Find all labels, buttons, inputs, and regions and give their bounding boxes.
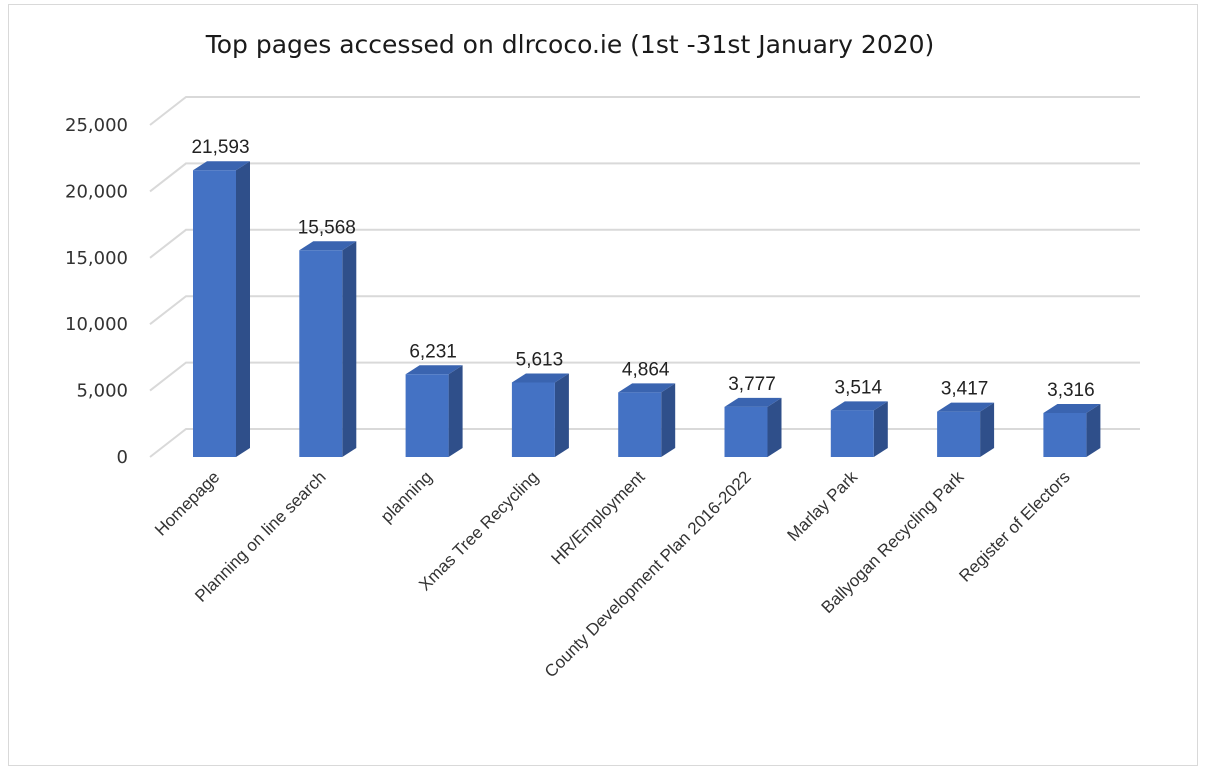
x-category-label: Xmas Tree Recycling — [415, 467, 542, 594]
bar — [193, 161, 250, 457]
x-category-label: Marlay Park — [784, 467, 862, 545]
gridline — [149, 428, 1140, 458]
gridline — [149, 361, 1140, 392]
data-label: 3,514 — [835, 377, 883, 398]
data-label: 5,613 — [516, 349, 564, 370]
gridlines — [149, 96, 1140, 458]
bar — [405, 365, 463, 457]
x-category-label: County Development Plan 2016-2022 — [541, 467, 755, 681]
x-category-label: planning — [377, 467, 436, 526]
chart-title: Top pages accessed on dlrcoco.ie (1st -3… — [205, 30, 935, 59]
data-label: 3,777 — [728, 374, 776, 395]
data-label: 15,568 — [298, 217, 356, 238]
data-label: 3,316 — [1047, 380, 1095, 401]
y-tick-label: 25,000 — [65, 115, 128, 136]
x-category-label: Register of Electors — [955, 467, 1073, 585]
y-tick-label: 15,000 — [65, 248, 128, 269]
data-labels: 21,593 15,568 6,231 5,613 4,864 3,777 3,514 3,4… — [191, 137, 1094, 401]
bar — [830, 401, 888, 457]
gridline — [149, 96, 1140, 126]
gridline — [149, 162, 1140, 193]
y-tick-label: 5,000 — [76, 381, 128, 402]
y-axis-ticks: 0 5,000 10,000 15,000 20,000 25,000 — [65, 115, 128, 468]
x-category-label: Homepage — [151, 467, 223, 539]
bar — [511, 373, 569, 457]
data-label: 6,231 — [409, 341, 457, 362]
data-label: 3,417 — [941, 379, 989, 400]
data-label: 4,864 — [622, 359, 670, 380]
bar — [299, 241, 357, 457]
bar — [937, 402, 995, 457]
gridline — [149, 228, 1140, 259]
x-category-label: HR/Employment — [548, 467, 649, 568]
data-label: 21,593 — [191, 137, 249, 158]
y-tick-label: 0 — [117, 447, 128, 468]
gridline — [149, 295, 1140, 325]
bars — [193, 161, 1101, 457]
y-tick-label: 20,000 — [65, 181, 128, 202]
bar — [618, 383, 676, 457]
bar — [1043, 403, 1101, 457]
bar — [724, 397, 782, 457]
y-tick-label: 10,000 — [65, 314, 128, 335]
